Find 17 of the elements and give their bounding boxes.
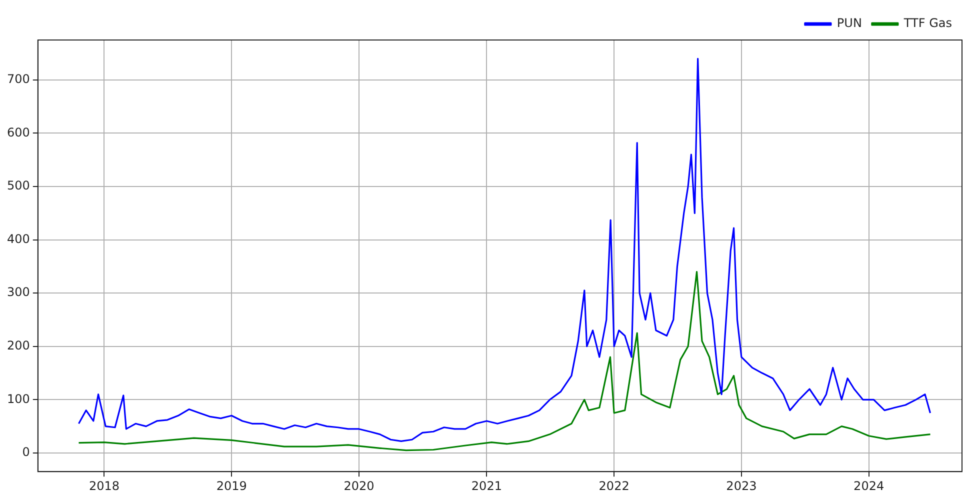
y-tick-label: 0 bbox=[22, 445, 30, 460]
legend-label: PUN bbox=[836, 16, 862, 30]
y-tick-label: 300 bbox=[7, 285, 30, 300]
x-tick-label: 2022 bbox=[598, 478, 630, 493]
y-tick-label: 400 bbox=[7, 232, 30, 246]
y-tick-label: 600 bbox=[7, 125, 30, 140]
y-tick-label: 700 bbox=[7, 72, 30, 86]
y-tick-label: 500 bbox=[7, 178, 30, 193]
x-tick-label: 2018 bbox=[88, 478, 120, 493]
y-tick-label: 100 bbox=[7, 392, 30, 406]
x-tick-label: 2020 bbox=[344, 478, 374, 493]
x-tick-label: 2021 bbox=[471, 478, 502, 493]
x-tick-label: 2019 bbox=[216, 478, 247, 493]
x-tick-label: 2024 bbox=[854, 478, 884, 493]
y-tick-label: 200 bbox=[7, 338, 30, 353]
x-tick-label: 2023 bbox=[726, 478, 757, 493]
legend-label: TTF Gas bbox=[902, 16, 952, 30]
